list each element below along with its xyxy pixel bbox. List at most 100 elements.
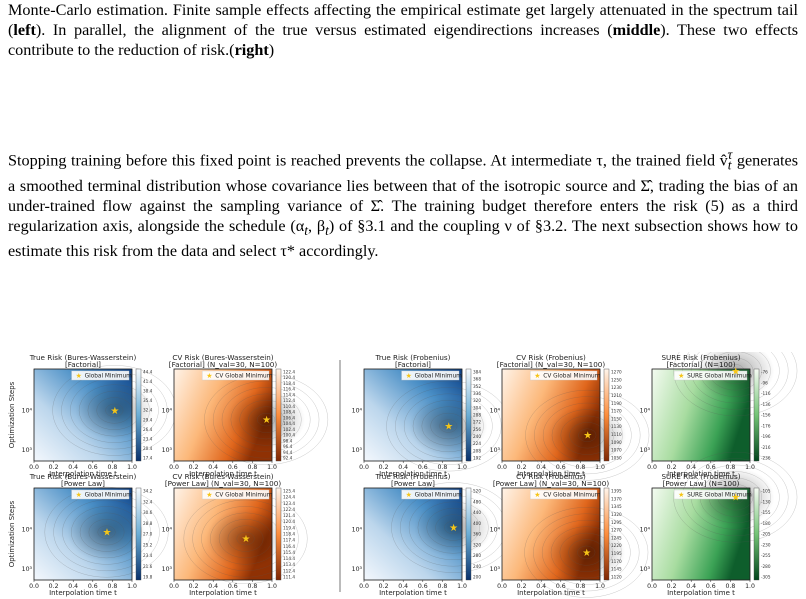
panel-subtitle: [Power Law] (N_val=30, N=100) (165, 479, 281, 488)
legend-star-icon: ★ (76, 372, 82, 380)
colorbar-tick-label: 240 (473, 434, 481, 439)
colorbar-tick-label: 100.4 (283, 433, 295, 438)
contour-line (524, 507, 649, 598)
colorbar-tick-label: 104.4 (283, 421, 295, 426)
contour-line (412, 400, 484, 452)
colorbar-tick-label: 34.2 (143, 489, 153, 494)
x-tick-label: 1.0 (595, 583, 605, 590)
x-tick-label: 0.4 (398, 464, 408, 471)
contour-line (105, 403, 124, 418)
heatmap-panel: True Risk (Bures-Wasserstein)[Power Law]… (8, 472, 169, 597)
y-tick-label: 10⁴ (162, 407, 173, 414)
panel-border (651, 368, 751, 462)
x-axis-label: Interpolation time t (667, 470, 735, 478)
optimum-star-icon: ★ (731, 493, 740, 504)
heatmap-panel: SURE Risk (Frobenius)[Factorial] (N=100)… (640, 352, 798, 478)
x-tick-label: 1.0 (267, 583, 277, 590)
contour-line (577, 545, 596, 560)
optimum-star-icon: ★ (242, 534, 251, 545)
x-axis-label: Interpolation time t (189, 470, 257, 478)
figure-caption: Monte-Carlo estimation. Finite sample ef… (8, 0, 798, 60)
colorbar-tick-label: 21.6 (143, 564, 153, 569)
colorbar-tick-label: 1195 (611, 551, 622, 556)
colorbar-tick-label: 1210 (611, 393, 622, 398)
colorbar-tick-label: 1250 (611, 377, 622, 382)
colorbar-tick-label: 41.4 (143, 379, 153, 384)
legend-box (530, 489, 598, 500)
contour-line (404, 393, 493, 459)
x-tick-label: 0.6 (88, 583, 98, 590)
panel-subtitle: [Factorial] (65, 360, 101, 369)
colorbar-tick-label: -280 (761, 564, 771, 569)
legend-star-icon: ★ (406, 372, 412, 380)
x-axis-label: Interpolation time t (189, 589, 257, 597)
colorbar-tick-label: 92.4 (283, 456, 293, 461)
colorbar-tick-label: 1190 (611, 401, 622, 406)
heatmap-panel: SURE Risk (Frobenius)[Power Law] (N=100)… (640, 451, 798, 597)
colorbar (465, 368, 472, 462)
colorbar-tick-label: -196 (761, 434, 771, 439)
colorbar-tick-label: 108.4 (283, 410, 295, 415)
risk-basin (226, 390, 306, 450)
colorbar-tick-label: 25.2 (143, 542, 153, 547)
colorbar-tick-label: 32.4 (143, 408, 153, 413)
colorbar-tick-label: 120.4 (283, 375, 295, 380)
colorbar-tick-label: 440 (473, 510, 481, 515)
x-tick-label: 0.2 (517, 464, 527, 471)
legend-star-icon: ★ (206, 491, 212, 499)
legend-star-icon: ★ (534, 372, 540, 380)
heatmap-panel: True Risk (Frobenius)[Power Law]★ Global … (352, 472, 516, 597)
colorbar-tick-label: -116 (761, 391, 771, 396)
panel-border (363, 487, 463, 581)
optimum-star-icon: ★ (583, 431, 592, 442)
x-tick-label: 0.4 (536, 464, 546, 471)
contour-line (534, 396, 641, 475)
colorbar-tick-label: 1320 (611, 512, 622, 517)
colorbar-tick-label: 272 (473, 420, 481, 425)
colorbar-tick-label: -305 (761, 575, 771, 580)
x-tick-label: 0.8 (107, 464, 117, 471)
paragraph-part-1: Stopping training before this fixed poin… (8, 151, 728, 170)
colorbar-tick-label: -155 (761, 510, 771, 515)
panel-title: True Risk (Bures-Wasserstein) (29, 353, 137, 362)
sub-t-3: t (325, 222, 329, 238)
colorbar-tick-label: 1130 (611, 424, 622, 429)
legend-label: SURE Global Minimum (687, 374, 752, 380)
x-tick-label: 0.0 (29, 464, 39, 471)
colorbar-tick-label: 114.4 (283, 392, 295, 397)
panel-border (501, 487, 601, 581)
x-tick-label: 0.6 (418, 583, 428, 590)
x-tick-label: 0.0 (29, 583, 39, 590)
optimum-star-icon: ★ (582, 548, 591, 559)
panel-border (651, 487, 751, 581)
colorbar-tick-label: 208 (473, 448, 481, 453)
panel-border (363, 368, 463, 462)
colorbar-tick-label: 1070 (611, 448, 622, 453)
x-tick-label: 0.8 (725, 464, 735, 471)
x-tick-label: 0.8 (247, 583, 257, 590)
x-tick-label: 0.0 (169, 583, 179, 590)
colorbar (275, 487, 282, 581)
x-tick-label: 0.6 (556, 583, 566, 590)
colorbar-tick-label: 1150 (611, 416, 622, 421)
legend-star-icon: ★ (678, 372, 684, 380)
colorbar-tick-label: 113.4 (283, 562, 295, 567)
colorbar-tick-label: 119.4 (283, 525, 295, 530)
caption-line-3-post: ) (268, 41, 275, 59)
y-tick-label: 10³ (22, 447, 33, 454)
colorbar-tick-label: 23.4 (143, 553, 153, 558)
panel-title: True Risk (Frobenius) (375, 353, 451, 362)
risk-basin (75, 380, 154, 440)
x-tick-label: 0.4 (536, 583, 546, 590)
contour-line (395, 387, 502, 465)
panel-subtitle: [Power Law] (N_val=30, N=100) (493, 479, 609, 488)
colorbar-tick-label: 17.4 (143, 456, 153, 461)
x-tick-label: 0.4 (398, 583, 408, 590)
colorbar-tick-label: 102.4 (283, 427, 295, 432)
colorbar-tick-label: 1120 (611, 575, 622, 580)
panel-title: True Risk (Frobenius) (375, 472, 451, 481)
colorbar (135, 487, 142, 581)
legend-box (71, 370, 130, 381)
colorbar-tick-label: 96.4 (283, 444, 293, 449)
colorbar-tick-label: -216 (761, 445, 771, 450)
